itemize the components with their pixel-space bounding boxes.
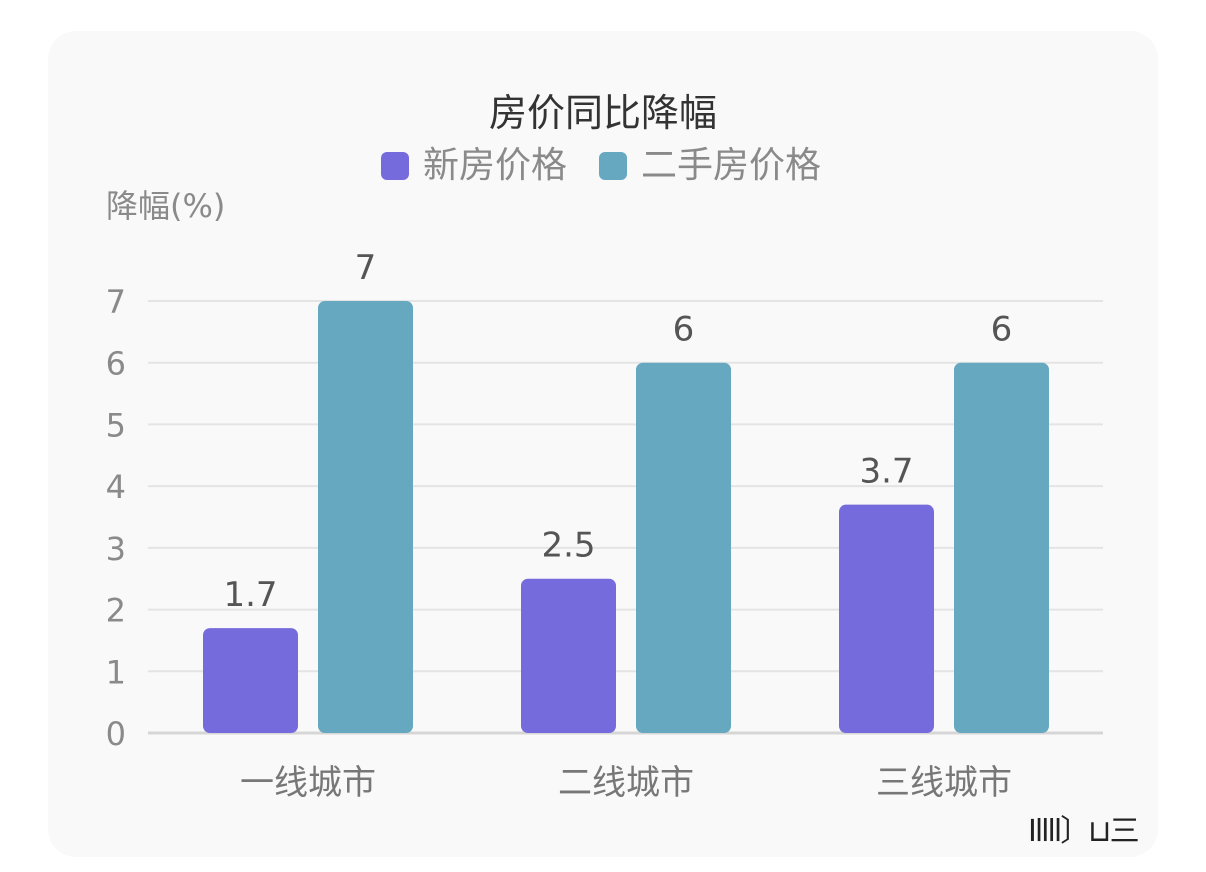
legend-label-resale-homes: 二手房价格 — [641, 145, 822, 186]
y-tick-label: 6 — [106, 345, 126, 383]
chart-title: 房价同比降幅 — [488, 91, 717, 135]
x-tick-label: 三线城市 — [876, 763, 1012, 803]
legend-swatch-resale-homes — [599, 152, 627, 180]
bar-value-label: 6 — [673, 310, 695, 350]
y-axis-title: 降幅(%) — [106, 187, 226, 225]
bar — [521, 578, 616, 733]
y-tick-label: 2 — [106, 592, 126, 630]
bar — [203, 628, 298, 733]
chart-legend: 新房价格 二手房价格 — [0, 146, 1206, 186]
y-tick-label: 5 — [106, 406, 126, 444]
bar-value-label: 6 — [991, 310, 1013, 350]
bar-value-label: 1.7 — [223, 575, 277, 615]
x-tick-label: 二线城市 — [558, 763, 694, 803]
bar-value-label: 3.7 — [859, 452, 913, 492]
legend-swatch-new-homes — [380, 152, 409, 180]
bar — [636, 362, 731, 733]
y-tick-label: 7 — [106, 283, 126, 321]
legend-item-new-homes[interactable]: 新房价格 — [380, 145, 567, 186]
bar — [839, 504, 934, 733]
y-tick-label: 3 — [106, 530, 126, 568]
bar — [954, 362, 1049, 733]
bar-value-label: 2.5 — [541, 526, 595, 566]
y-tick-label: 4 — [106, 468, 126, 506]
x-tick-label: 一线城市 — [240, 763, 376, 803]
legend-item-resale-homes[interactable]: 二手房价格 — [599, 146, 821, 186]
legend-label-new-homes: 新房价格 — [422, 145, 567, 186]
bar-value-label: 7 — [355, 248, 377, 288]
y-tick-label: 1 — [106, 653, 126, 691]
bar — [318, 301, 413, 733]
watermark-logo: Ⅰllll〕⊔三 — [1028, 814, 1140, 849]
y-tick-label: 0 — [106, 715, 126, 753]
